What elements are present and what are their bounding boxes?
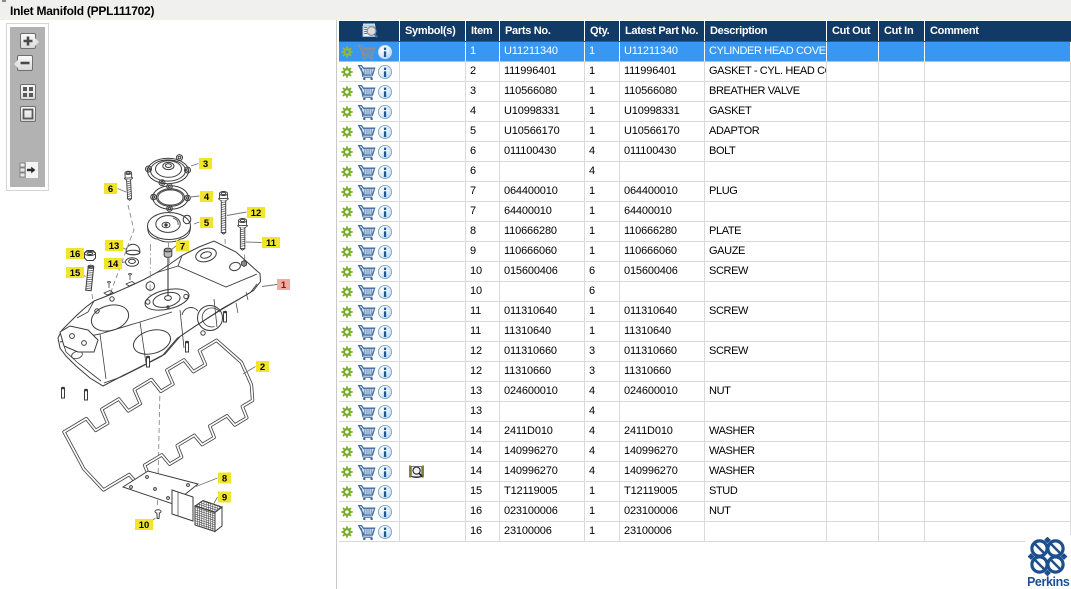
svg-text:6: 6 — [108, 184, 113, 195]
svg-text:8: 8 — [222, 474, 227, 485]
svg-text:2: 2 — [260, 362, 265, 373]
svg-text:5: 5 — [204, 218, 210, 229]
svg-text:7: 7 — [180, 242, 185, 253]
svg-text:14: 14 — [108, 259, 119, 270]
svg-text:10: 10 — [139, 520, 150, 531]
svg-text:3: 3 — [203, 159, 208, 170]
svg-text:Perkins: Perkins — [1028, 575, 1070, 589]
svg-text:16: 16 — [70, 249, 81, 260]
svg-text:11: 11 — [266, 238, 277, 249]
svg-text:13: 13 — [109, 241, 120, 252]
svg-text:4: 4 — [204, 192, 210, 203]
svg-text:9: 9 — [222, 493, 227, 504]
svg-text:1: 1 — [281, 280, 287, 291]
svg-text:15: 15 — [70, 268, 81, 279]
svg-text:12: 12 — [251, 208, 262, 219]
